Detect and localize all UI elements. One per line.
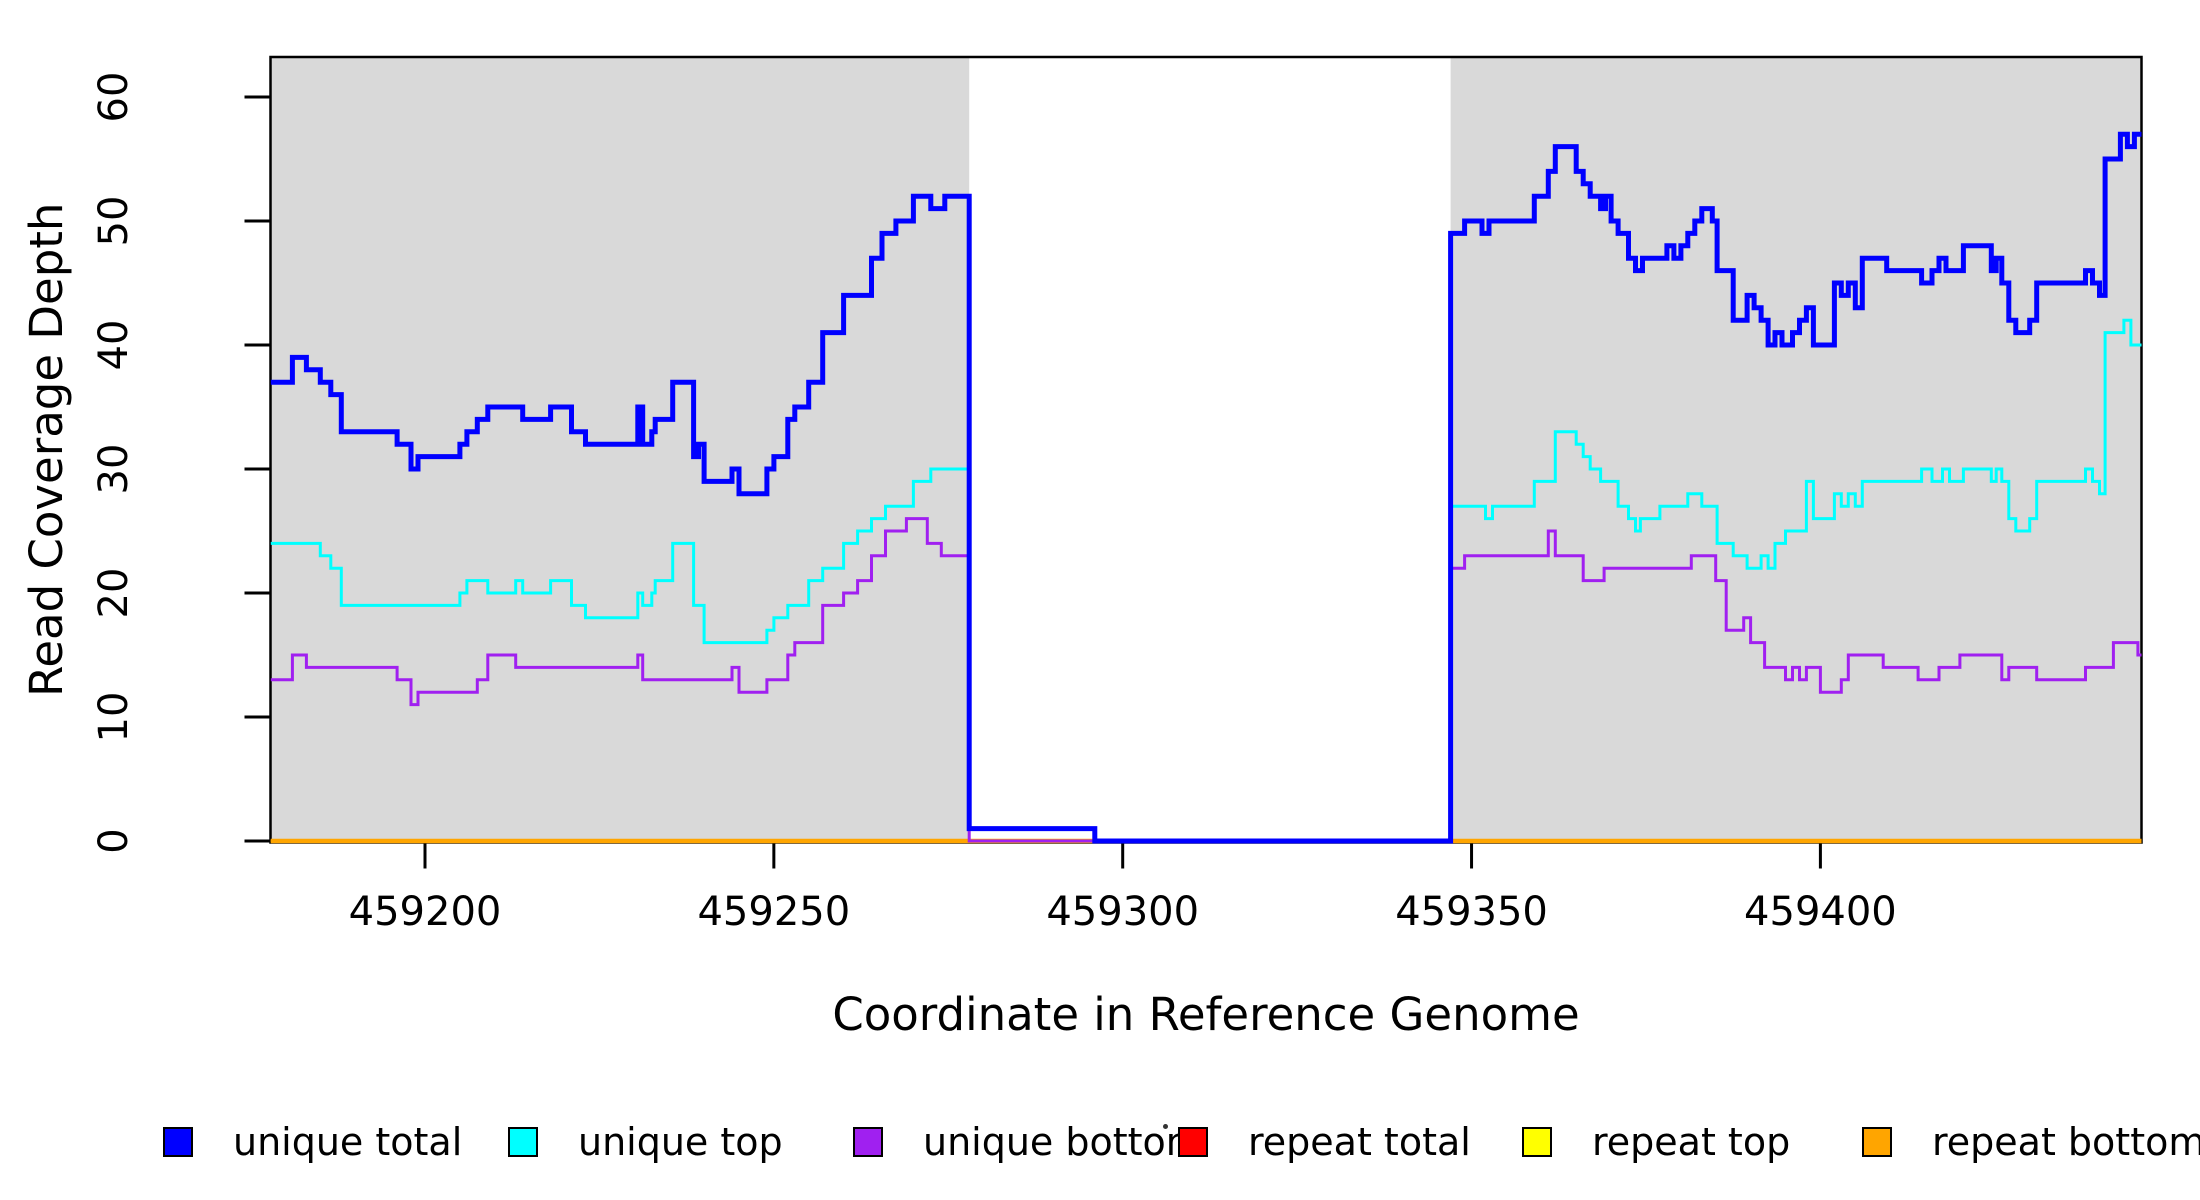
legend-swatch-icon [853,1127,883,1157]
legend-entry-unique-total: unique total [163,1120,463,1164]
legend-entry-repeat-top: repeat top [1522,1120,1791,1164]
legend-label: unique total [233,1120,463,1164]
legend-swatch-icon [508,1127,538,1157]
y-axis-title: Read Coverage Depth [20,203,73,697]
series-line-unique-total [270,131,2142,844]
y-tick-label-10: 10 [91,692,137,743]
y-tick-label-0: 0 [91,828,137,853]
x-axis-title: Coordinate in Reference Genome [832,988,1579,1041]
legend-entry-unique-bottom: unique bottom [853,1120,1203,1164]
shaded-region-2 [1450,57,2142,843]
legend-label: repeat top [1592,1120,1791,1164]
series-line-unique-bottom [270,517,2142,843]
legend-label: repeat total [1248,1120,1471,1164]
x-tick-label-459400: 459400 [1744,889,1897,935]
legend: unique total unique top unique bottom repea… [0,1120,2200,1172]
x-tick-label-459250: 459250 [697,889,850,935]
legend-swatch-icon [1178,1127,1208,1157]
shaded-region-1 [270,57,970,843]
legend-swatch-icon [1862,1127,1892,1157]
legend-label: unique bottom [923,1120,1203,1164]
series-line-unique-top [270,318,2142,843]
x-tick-label-459350: 459350 [1395,889,1548,935]
y-tick-label-50: 50 [91,196,137,247]
legend-entry-unique-top: unique top [508,1120,783,1164]
legend-swatch-icon [163,1127,193,1157]
legend-label: unique top [578,1120,783,1164]
y-tick-label-20: 20 [91,568,137,619]
x-tick-label-459300: 459300 [1046,889,1199,935]
x-tick-label-459200: 459200 [349,889,502,935]
y-tick-label-40: 40 [91,320,137,371]
y-tick-label-60: 60 [91,72,137,123]
legend-entry-repeat-total: repeat total [1178,1120,1471,1164]
legend-entry-repeat-bottom: repeat bottom [1862,1120,2200,1164]
legend-label: repeat bottom [1932,1120,2200,1164]
y-tick-label-30: 30 [91,444,137,495]
legend-swatch-icon [1522,1127,1552,1157]
stray-dot-artifact [1163,1124,1168,1129]
